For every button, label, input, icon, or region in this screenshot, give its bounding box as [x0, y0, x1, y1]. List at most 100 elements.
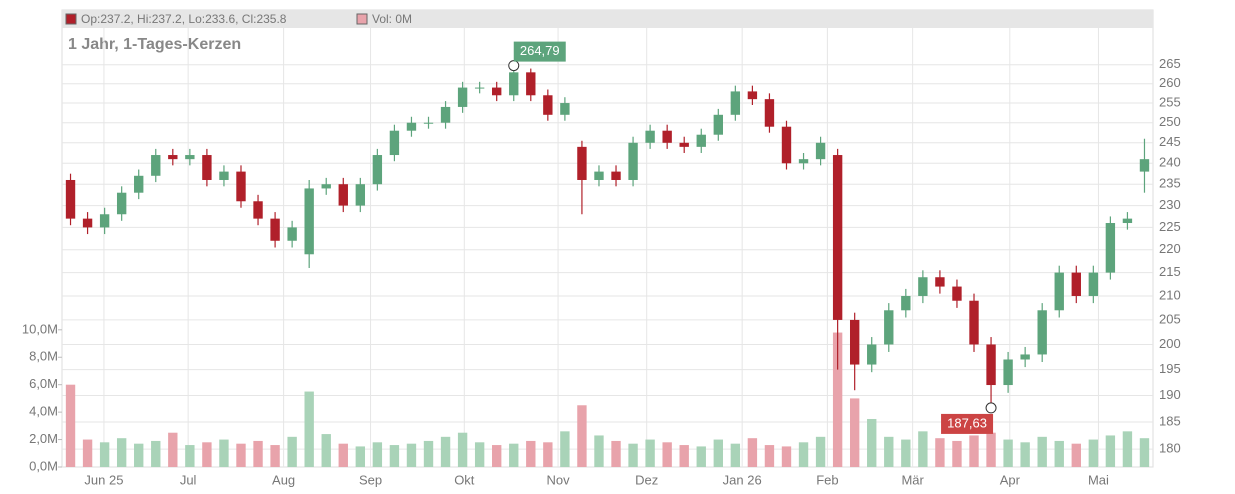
volume-bar — [1003, 439, 1013, 467]
volume-bar — [270, 445, 280, 467]
candle-body — [236, 171, 246, 202]
candle-body — [219, 171, 229, 180]
candle-body — [457, 87, 468, 107]
x-tick-label: Jan 26 — [723, 472, 762, 487]
candle-body — [986, 344, 996, 386]
x-tick-label: Mär — [901, 472, 924, 487]
candle-body — [253, 201, 263, 219]
annotation-box — [941, 413, 994, 434]
extreme-marker — [508, 60, 520, 72]
volume-bar — [679, 445, 689, 467]
candle-body — [969, 300, 979, 345]
candle-body — [935, 277, 945, 287]
subtitle: 1 Jahr, 1-Tages-Kerzen — [68, 36, 241, 53]
volume-bar — [543, 442, 553, 467]
candle-body — [764, 99, 775, 127]
candle-body — [116, 192, 127, 215]
candle-body — [1054, 272, 1064, 311]
y-tick-label: 200 — [1159, 336, 1181, 351]
volume-bar — [901, 439, 911, 467]
volume-bar — [832, 332, 843, 467]
volume-bar — [918, 431, 928, 467]
volume-bar — [815, 436, 826, 467]
candle-body — [406, 122, 417, 131]
y2-tick-label: 8,0M — [29, 349, 58, 364]
volume-bar — [730, 443, 741, 467]
x-tick-label: Feb — [816, 472, 838, 487]
candle-body — [1122, 218, 1133, 224]
y-tick-label: 240 — [1159, 155, 1181, 170]
y2-tick-label: 6,0M — [29, 376, 58, 391]
extreme-marker — [985, 402, 997, 414]
candle-body — [849, 319, 860, 365]
volume-bar — [202, 442, 212, 467]
y-tick-label: 195 — [1159, 361, 1181, 376]
candle-body — [679, 142, 689, 147]
candle-body — [884, 310, 894, 345]
candle-body — [474, 87, 485, 89]
y-tick-label: 210 — [1159, 287, 1181, 302]
volume-bar — [287, 436, 297, 467]
y-tick-label: 265 — [1159, 56, 1181, 71]
y2-tick-label: 10,0M — [22, 321, 58, 336]
x-tick-label: Jul — [180, 472, 197, 487]
volume-bar — [867, 418, 877, 467]
candle-body — [287, 227, 297, 241]
x-tick-label: Nov — [547, 472, 571, 487]
candle-body — [832, 155, 843, 320]
volume-bar — [219, 439, 229, 467]
candle-body — [867, 344, 877, 365]
volume-bar — [338, 443, 348, 467]
candle-body — [781, 126, 792, 164]
x-tick-label: Sep — [359, 472, 382, 487]
candle-body — [321, 184, 331, 189]
candle-body — [526, 72, 536, 96]
volume-bar — [168, 432, 178, 467]
volume-bar — [304, 391, 314, 467]
legend-swatch — [65, 13, 77, 25]
plot-area — [61, 9, 1154, 468]
x-tick-label: Dez — [635, 472, 658, 487]
candle-body — [338, 184, 348, 206]
candle-body — [389, 130, 400, 156]
y-tick-label: 250 — [1159, 114, 1181, 129]
volume-bar — [236, 443, 246, 467]
candle-body — [168, 155, 178, 160]
volume-bar — [509, 443, 519, 467]
candle-body — [730, 91, 741, 115]
annotation-box — [513, 41, 566, 62]
volume-bar — [1054, 440, 1064, 467]
volume-bar — [116, 438, 127, 467]
volume-bar — [1139, 438, 1150, 467]
x-tick-label: Mai — [1088, 472, 1109, 487]
volume-bar — [474, 442, 485, 467]
annotation-label: 264,79 — [520, 43, 560, 58]
candle-body — [662, 130, 672, 143]
y-tick-label: 255 — [1159, 94, 1181, 109]
volume-bar — [99, 442, 110, 467]
y-tick-label: 220 — [1159, 241, 1181, 256]
volume-bar — [82, 439, 93, 467]
annotation-label: 187,63 — [947, 415, 987, 430]
volume-bar — [969, 435, 979, 467]
volume-bar — [781, 446, 792, 467]
volume-bar — [849, 398, 860, 467]
volume-bar — [526, 440, 536, 467]
candle-body — [99, 214, 110, 228]
volume-bar — [560, 431, 570, 467]
volume-bar — [492, 445, 502, 467]
volume-bar — [457, 432, 468, 467]
x-tick-label: Jun 25 — [84, 472, 123, 487]
volume-bar — [1105, 435, 1116, 467]
x-tick-label: Aug — [272, 472, 295, 487]
candle-body — [440, 106, 451, 123]
legend-volume: Vol: 0M — [372, 12, 412, 26]
volume-bar — [986, 432, 996, 467]
x-tick-label: Apr — [1000, 472, 1021, 487]
candle-body — [543, 95, 553, 115]
candle-body — [372, 155, 383, 185]
candle-body — [134, 175, 144, 193]
volume-bar — [952, 440, 962, 467]
volume-bar — [662, 442, 672, 467]
